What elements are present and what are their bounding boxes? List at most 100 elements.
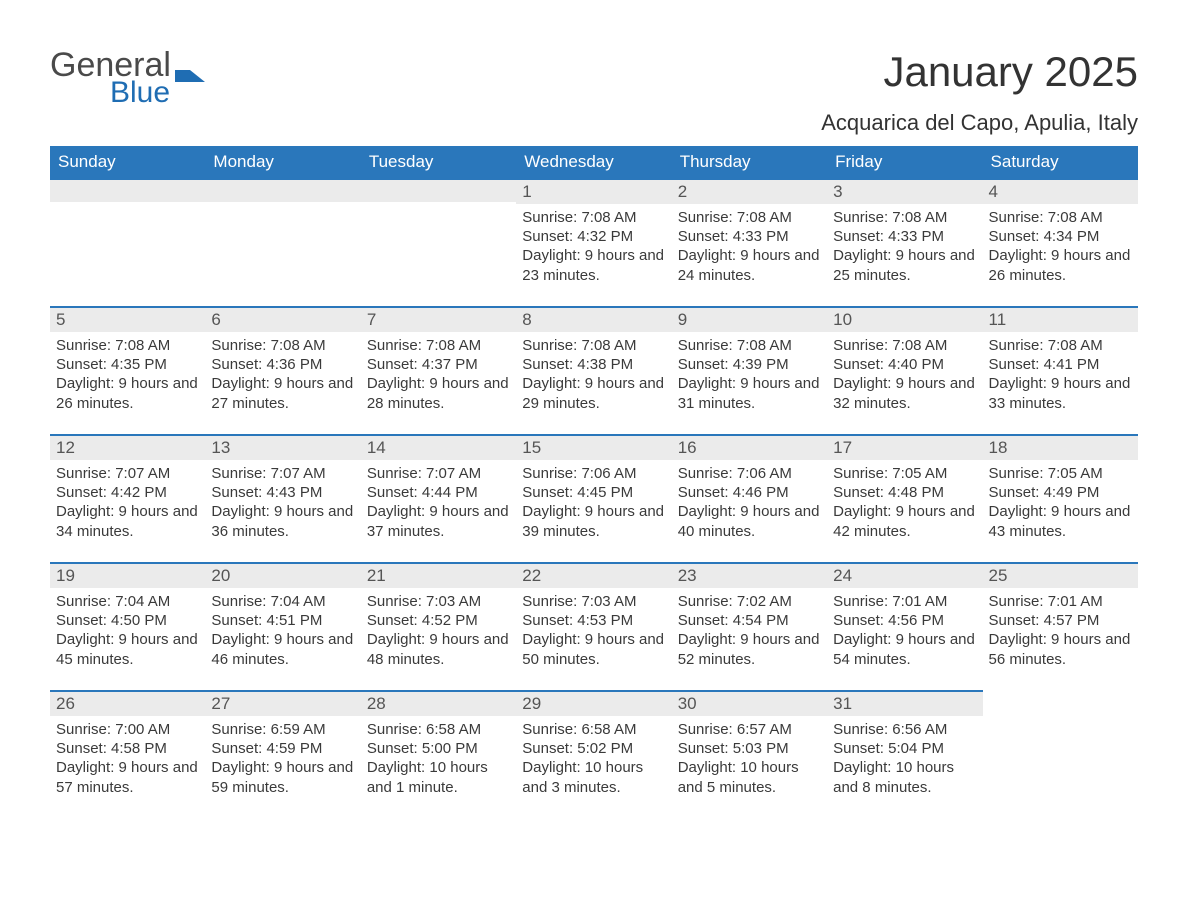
calendar-cell: 20Sunrise: 7:04 AMSunset: 4:51 PMDayligh… xyxy=(205,562,360,690)
day-details: Sunrise: 7:04 AMSunset: 4:51 PMDaylight:… xyxy=(205,588,360,671)
day-details: Sunrise: 6:56 AMSunset: 5:04 PMDaylight:… xyxy=(827,716,982,799)
calendar-cell: 21Sunrise: 7:03 AMSunset: 4:52 PMDayligh… xyxy=(361,562,516,690)
day-details: Sunrise: 7:06 AMSunset: 4:45 PMDaylight:… xyxy=(516,460,671,543)
sunset-line: Sunset: 4:56 PM xyxy=(833,611,976,630)
calendar-cell: 14Sunrise: 7:07 AMSunset: 4:44 PMDayligh… xyxy=(361,434,516,562)
day-details: Sunrise: 7:02 AMSunset: 4:54 PMDaylight:… xyxy=(672,588,827,671)
calendar-cell: 7 Sunrise: 7:08 AMSunset: 4:37 PMDaylight… xyxy=(361,306,516,434)
daylight-line: Daylight: 9 hours and 45 minutes. xyxy=(56,630,199,668)
daylight-line: Daylight: 9 hours and 28 minutes. xyxy=(367,374,510,412)
sunset-line: Sunset: 4:51 PM xyxy=(211,611,354,630)
sunrise-line: Sunrise: 7:08 AM xyxy=(833,208,976,227)
daylight-line: Daylight: 9 hours and 24 minutes. xyxy=(678,246,821,284)
day-details: Sunrise: 7:08 AMSunset: 4:39 PMDaylight:… xyxy=(672,332,827,415)
day-number: 9 xyxy=(672,306,827,332)
day-details: Sunrise: 7:03 AMSunset: 4:52 PMDaylight:… xyxy=(361,588,516,671)
day-details: Sunrise: 6:58 AMSunset: 5:00 PMDaylight:… xyxy=(361,716,516,799)
sunset-line: Sunset: 4:40 PM xyxy=(833,355,976,374)
day-number: 22 xyxy=(516,562,671,588)
sunset-line: Sunset: 4:54 PM xyxy=(678,611,821,630)
sunset-line: Sunset: 4:52 PM xyxy=(367,611,510,630)
daylight-line: Daylight: 9 hours and 46 minutes. xyxy=(211,630,354,668)
day-number: 17 xyxy=(827,434,982,460)
location-subtitle: Acquarica del Capo, Apulia, Italy xyxy=(821,110,1138,136)
sunset-line: Sunset: 4:41 PM xyxy=(989,355,1132,374)
day-header: Friday xyxy=(827,146,982,178)
day-number: 14 xyxy=(361,434,516,460)
sunrise-line: Sunrise: 7:03 AM xyxy=(522,592,665,611)
calendar-cell: 17Sunrise: 7:05 AMSunset: 4:48 PMDayligh… xyxy=(827,434,982,562)
sunset-line: Sunset: 4:50 PM xyxy=(56,611,199,630)
day-header: Saturday xyxy=(983,146,1138,178)
calendar-cell: 26Sunrise: 7:00 AMSunset: 4:58 PMDayligh… xyxy=(50,690,205,818)
sunset-line: Sunset: 4:44 PM xyxy=(367,483,510,502)
day-number: 16 xyxy=(672,434,827,460)
sunset-line: Sunset: 4:36 PM xyxy=(211,355,354,374)
sunset-line: Sunset: 4:33 PM xyxy=(678,227,821,246)
daylight-line: Daylight: 9 hours and 27 minutes. xyxy=(211,374,354,412)
sunset-line: Sunset: 5:00 PM xyxy=(367,739,510,758)
day-details: Sunrise: 7:08 AMSunset: 4:33 PMDaylight:… xyxy=(827,204,982,287)
daylight-line: Daylight: 9 hours and 50 minutes. xyxy=(522,630,665,668)
day-details: Sunrise: 7:08 AMSunset: 4:40 PMDaylight:… xyxy=(827,332,982,415)
logo-flag-icon xyxy=(175,62,205,82)
daylight-line: Daylight: 9 hours and 52 minutes. xyxy=(678,630,821,668)
sunrise-line: Sunrise: 6:56 AM xyxy=(833,720,976,739)
daylight-line: Daylight: 9 hours and 40 minutes. xyxy=(678,502,821,540)
day-number: 29 xyxy=(516,690,671,716)
calendar-cell: 16Sunrise: 7:06 AMSunset: 4:46 PMDayligh… xyxy=(672,434,827,562)
sunrise-line: Sunrise: 7:02 AM xyxy=(678,592,821,611)
calendar-table: SundayMondayTuesdayWednesdayThursdayFrid… xyxy=(50,146,1138,818)
daylight-line: Daylight: 9 hours and 42 minutes. xyxy=(833,502,976,540)
sunrise-line: Sunrise: 7:06 AM xyxy=(678,464,821,483)
calendar-cell: 3Sunrise: 7:08 AMSunset: 4:33 PMDaylight… xyxy=(827,178,982,306)
calendar-cell: 19Sunrise: 7:04 AMSunset: 4:50 PMDayligh… xyxy=(50,562,205,690)
sunrise-line: Sunrise: 7:08 AM xyxy=(833,336,976,355)
sunrise-line: Sunrise: 7:01 AM xyxy=(989,592,1132,611)
day-details: Sunrise: 7:08 AMSunset: 4:35 PMDaylight:… xyxy=(50,332,205,415)
sunrise-line: Sunrise: 7:08 AM xyxy=(989,208,1132,227)
day-number: 8 xyxy=(516,306,671,332)
day-details: Sunrise: 6:57 AMSunset: 5:03 PMDaylight:… xyxy=(672,716,827,799)
day-details: Sunrise: 7:03 AMSunset: 4:53 PMDaylight:… xyxy=(516,588,671,671)
daylight-line: Daylight: 9 hours and 57 minutes. xyxy=(56,758,199,796)
day-details: Sunrise: 7:07 AMSunset: 4:43 PMDaylight:… xyxy=(205,460,360,543)
calendar-cell: 31Sunrise: 6:56 AMSunset: 5:04 PMDayligh… xyxy=(827,690,982,818)
calendar-cell: 10Sunrise: 7:08 AMSunset: 4:40 PMDayligh… xyxy=(827,306,982,434)
daylight-line: Daylight: 9 hours and 39 minutes. xyxy=(522,502,665,540)
sunrise-line: Sunrise: 7:08 AM xyxy=(56,336,199,355)
sunrise-line: Sunrise: 7:03 AM xyxy=(367,592,510,611)
daylight-line: Daylight: 9 hours and 48 minutes. xyxy=(367,630,510,668)
day-details: Sunrise: 7:00 AMSunset: 4:58 PMDaylight:… xyxy=(50,716,205,799)
sunset-line: Sunset: 4:46 PM xyxy=(678,483,821,502)
day-number: 7 xyxy=(361,306,516,332)
day-number: 10 xyxy=(827,306,982,332)
day-details: Sunrise: 7:07 AMSunset: 4:44 PMDaylight:… xyxy=(361,460,516,543)
sunset-line: Sunset: 4:37 PM xyxy=(367,355,510,374)
daylight-line: Daylight: 9 hours and 37 minutes. xyxy=(367,502,510,540)
daylight-line: Daylight: 9 hours and 56 minutes. xyxy=(989,630,1132,668)
day-number: 11 xyxy=(983,306,1138,332)
daylight-line: Daylight: 9 hours and 26 minutes. xyxy=(56,374,199,412)
empty-daynum-bar xyxy=(50,178,205,202)
daylight-line: Daylight: 9 hours and 59 minutes. xyxy=(211,758,354,796)
sunset-line: Sunset: 4:38 PM xyxy=(522,355,665,374)
sunrise-line: Sunrise: 7:08 AM xyxy=(678,208,821,227)
day-details: Sunrise: 7:08 AMSunset: 4:34 PMDaylight:… xyxy=(983,204,1138,287)
daylight-line: Daylight: 9 hours and 36 minutes. xyxy=(211,502,354,540)
sunrise-line: Sunrise: 7:04 AM xyxy=(56,592,199,611)
day-number: 25 xyxy=(983,562,1138,588)
day-number: 18 xyxy=(983,434,1138,460)
empty-daynum-bar xyxy=(205,178,360,202)
sunrise-line: Sunrise: 7:05 AM xyxy=(989,464,1132,483)
day-details: Sunrise: 7:06 AMSunset: 4:46 PMDaylight:… xyxy=(672,460,827,543)
day-details: Sunrise: 6:58 AMSunset: 5:02 PMDaylight:… xyxy=(516,716,671,799)
sunrise-line: Sunrise: 7:08 AM xyxy=(367,336,510,355)
daylight-line: Daylight: 10 hours and 3 minutes. xyxy=(522,758,665,796)
day-details: Sunrise: 7:01 AMSunset: 4:57 PMDaylight:… xyxy=(983,588,1138,671)
day-details: Sunrise: 7:05 AMSunset: 4:48 PMDaylight:… xyxy=(827,460,982,543)
sunset-line: Sunset: 5:03 PM xyxy=(678,739,821,758)
calendar-cell xyxy=(361,178,516,306)
day-header: Thursday xyxy=(672,146,827,178)
day-details: Sunrise: 7:04 AMSunset: 4:50 PMDaylight:… xyxy=(50,588,205,671)
